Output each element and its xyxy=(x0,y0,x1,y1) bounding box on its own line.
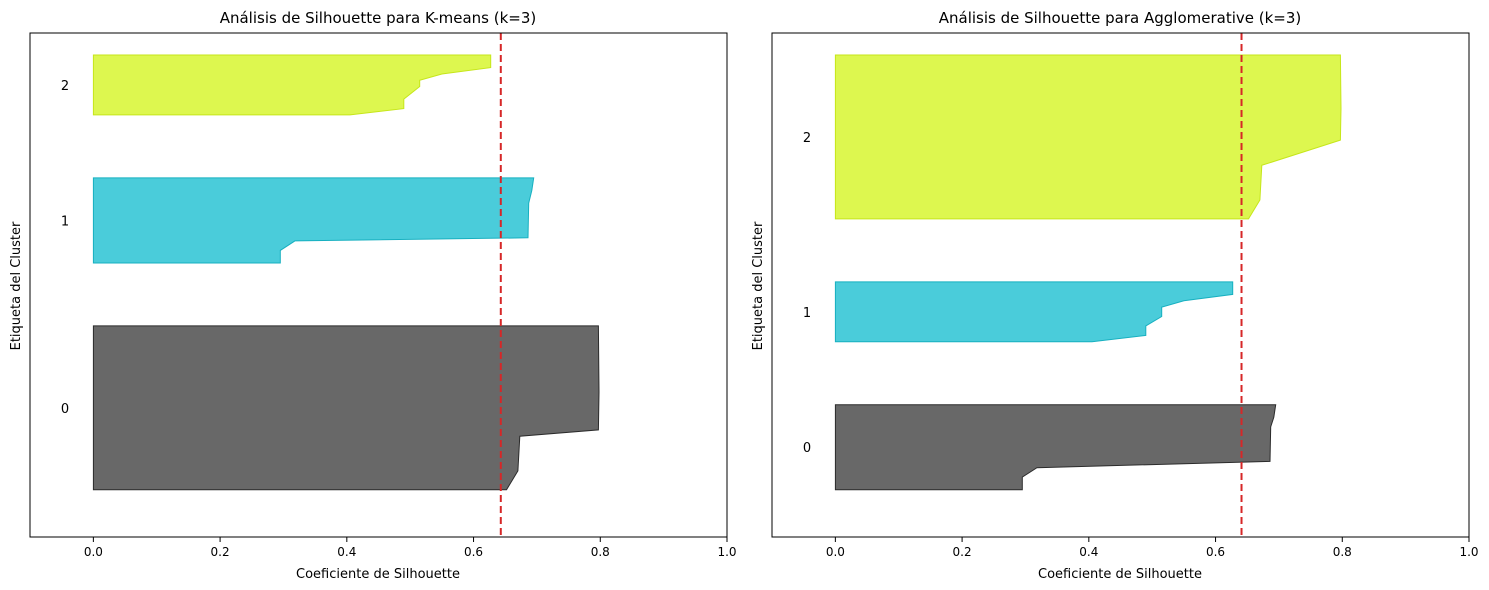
agglomerative-chart-title: Análisis de Silhouette para Agglomerativ… xyxy=(939,9,1302,27)
agglomerative-cluster-1-label: 1 xyxy=(803,306,811,321)
agglomerative-x-tick-label: 0.6 xyxy=(1206,545,1225,559)
kmeans-silhouette-panel: Análisis de Silhouette para K-means (k=3… xyxy=(9,9,737,582)
agglomerative-x-tick-label: 0.0 xyxy=(826,545,845,559)
agglomerative-silhouette-panel: Análisis de Silhouette para Agglomerativ… xyxy=(751,9,1479,582)
kmeans-x-tick-label: 1.0 xyxy=(717,545,736,559)
kmeans-x-tick-label: 0.4 xyxy=(337,545,356,559)
agglomerative-x-tick-label: 0.8 xyxy=(1333,545,1352,559)
kmeans-x-tick-label: 0.6 xyxy=(464,545,483,559)
kmeans-cluster-1-label: 1 xyxy=(61,214,69,229)
kmeans-cluster-0-silhouette xyxy=(92,325,600,491)
agglomerative-cluster-2-label: 2 xyxy=(803,131,811,146)
agglomerative-x-tick-label: 0.2 xyxy=(953,545,972,559)
agglomerative-cluster-0-silhouette xyxy=(834,404,1277,491)
kmeans-cluster-0-label: 0 xyxy=(61,402,69,417)
kmeans-x-tick-label: 0.2 xyxy=(211,545,230,559)
agglomerative-cluster-0-label: 0 xyxy=(803,441,811,456)
kmeans-cluster-2-label: 2 xyxy=(61,79,69,94)
kmeans-x-tick-label: 0.8 xyxy=(591,545,610,559)
kmeans-chart-title: Análisis de Silhouette para K-means (k=3… xyxy=(220,9,537,27)
kmeans-cluster-1-silhouette xyxy=(92,177,535,264)
kmeans-x-tick-label: 0.0 xyxy=(84,545,103,559)
kmeans-x-axis-label: Coeficiente de Silhouette xyxy=(296,567,460,582)
kmeans-y-axis-label: Etiqueta del Cluster xyxy=(9,221,24,350)
agglomerative-x-axis-label: Coeficiente de Silhouette xyxy=(1038,567,1202,582)
agglomerative-x-tick-label: 0.4 xyxy=(1079,545,1098,559)
agglomerative-x-tick-label: 1.0 xyxy=(1459,545,1478,559)
agglomerative-cluster-1-silhouette xyxy=(834,281,1234,343)
agglomerative-cluster-2-silhouette xyxy=(834,54,1342,220)
kmeans-cluster-2-silhouette xyxy=(92,54,492,116)
agglomerative-y-axis-label: Etiqueta del Cluster xyxy=(751,221,766,350)
kmeans-axes-frame xyxy=(29,32,728,538)
agglomerative-axes-frame xyxy=(771,32,1470,538)
